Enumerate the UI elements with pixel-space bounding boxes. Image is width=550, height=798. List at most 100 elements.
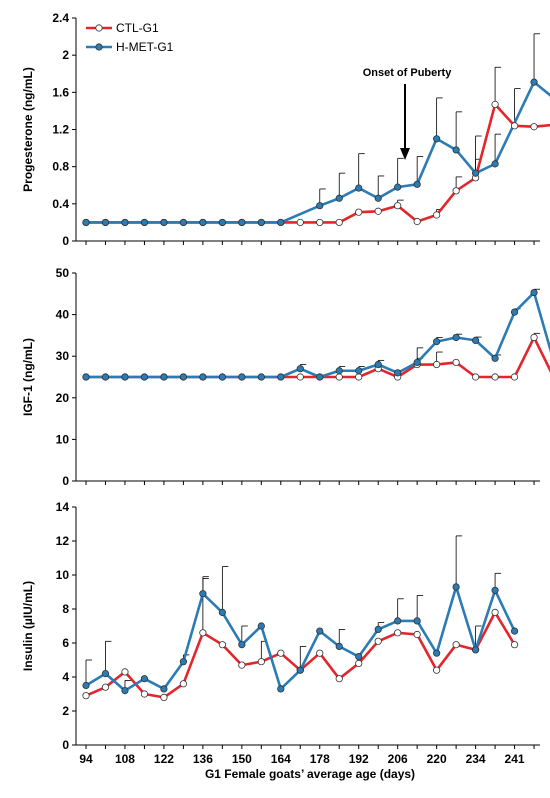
data-point-h-met-g1 xyxy=(413,180,421,188)
y-axis-label: Progesterone (ng/mL) xyxy=(21,67,35,192)
data-point-h-met-g1 xyxy=(413,617,421,625)
data-point-h-met-g1 xyxy=(140,218,149,227)
data-point-h-met-g1 xyxy=(316,202,324,210)
data-point-ctl-g1 xyxy=(335,675,343,683)
y-tick-label: 2 xyxy=(62,48,69,62)
legend-swatch-marker xyxy=(95,43,103,51)
data-point-h-met-g1 xyxy=(335,194,343,202)
data-point-ctl-g1 xyxy=(296,218,304,227)
data-point-h-met-g1 xyxy=(510,627,519,635)
data-point-ctl-g1 xyxy=(101,683,110,691)
data-point-h-met-g1 xyxy=(394,617,402,625)
data-point-h-met-g1 xyxy=(471,336,480,344)
data-point-ctl-g1 xyxy=(160,693,168,702)
data-point-ctl-g1 xyxy=(413,630,421,639)
x-tick-label: 122 xyxy=(154,752,174,766)
y-axis-label: IGF-1 (ng/mL) xyxy=(21,338,35,416)
x-tick-label: 206 xyxy=(388,752,408,766)
y-axis-label: Insulin (µIU/mL) xyxy=(21,581,35,671)
x-tick-label: 178 xyxy=(310,752,330,766)
x-tick-label: 164 xyxy=(271,752,291,766)
data-point-h-met-g1 xyxy=(218,218,226,227)
data-point-ctl-g1 xyxy=(510,122,519,130)
data-point-ctl-g1 xyxy=(199,629,207,637)
series-line-h-met-g1 xyxy=(86,291,550,379)
data-point-h-met-g1 xyxy=(510,308,519,316)
legend-entry: CTL-G1 xyxy=(116,21,159,35)
data-point-ctl-g1 xyxy=(355,208,363,216)
data-point-h-met-g1 xyxy=(140,373,149,381)
data-point-h-met-g1 xyxy=(355,652,363,661)
annotation-text: Onset of Puberty xyxy=(363,67,453,79)
data-point-h-met-g1 xyxy=(491,586,499,594)
y-tick-label: 0 xyxy=(62,234,69,248)
series-line-h-met-g1 xyxy=(86,80,550,224)
data-point-h-met-g1 xyxy=(238,373,246,381)
y-tick-label: 14 xyxy=(56,500,70,514)
data-point-h-met-g1 xyxy=(452,146,460,154)
data-point-ctl-g1 xyxy=(433,360,441,369)
data-point-ctl-g1 xyxy=(394,202,402,210)
y-tick-label: 1.6 xyxy=(52,85,69,99)
data-point-h-met-g1 xyxy=(335,367,343,375)
data-point-ctl-g1 xyxy=(510,641,519,649)
data-point-ctl-g1 xyxy=(510,373,519,381)
data-point-h-met-g1 xyxy=(82,218,90,227)
data-point-ctl-g1 xyxy=(355,659,363,668)
data-point-ctl-g1 xyxy=(491,608,499,617)
data-point-h-met-g1 xyxy=(160,218,168,227)
data-point-ctl-g1 xyxy=(335,373,343,381)
data-point-ctl-g1 xyxy=(316,649,324,657)
data-point-h-met-g1 xyxy=(355,367,363,375)
x-tick-label: 234 xyxy=(466,752,486,766)
data-point-ctl-g1 xyxy=(374,637,382,645)
data-point-h-met-g1 xyxy=(160,685,168,693)
data-point-h-met-g1 xyxy=(179,218,187,227)
data-point-h-met-g1 xyxy=(101,373,110,381)
x-axis-label: G1 Female goats’ average age (days) xyxy=(205,767,415,781)
data-point-ctl-g1 xyxy=(140,690,149,698)
data-point-h-met-g1 xyxy=(530,288,538,297)
data-point-h-met-g1 xyxy=(199,373,207,381)
x-tick-label: 94 xyxy=(79,752,93,766)
data-point-h-met-g1 xyxy=(199,218,207,227)
data-point-h-met-g1 xyxy=(101,218,110,227)
data-point-ctl-g1 xyxy=(452,187,460,195)
data-point-h-met-g1 xyxy=(471,646,480,654)
data-point-h-met-g1 xyxy=(101,669,110,678)
y-tick-label: 10 xyxy=(56,432,70,446)
data-point-h-met-g1 xyxy=(82,681,90,690)
data-point-h-met-g1 xyxy=(121,218,129,227)
x-tick-label: 192 xyxy=(349,752,369,766)
data-point-h-met-g1 xyxy=(394,369,402,377)
y-tick-label: 8 xyxy=(62,602,69,616)
data-point-h-met-g1 xyxy=(491,160,499,168)
data-point-h-met-g1 xyxy=(257,218,265,227)
data-point-ctl-g1 xyxy=(530,333,538,342)
y-tick-label: 10 xyxy=(56,568,70,582)
y-tick-label: 2.4 xyxy=(52,11,69,25)
data-point-ctl-g1 xyxy=(413,217,421,226)
data-point-h-met-g1 xyxy=(238,218,246,227)
y-tick-label: 30 xyxy=(56,349,70,363)
y-tick-label: 20 xyxy=(56,391,70,405)
legend-swatch-marker xyxy=(95,24,103,32)
data-point-h-met-g1 xyxy=(257,622,265,630)
data-point-h-met-g1 xyxy=(530,78,538,86)
data-point-h-met-g1 xyxy=(199,590,207,598)
data-point-h-met-g1 xyxy=(296,365,304,373)
data-point-ctl-g1 xyxy=(179,680,187,688)
data-point-ctl-g1 xyxy=(121,668,129,676)
data-point-ctl-g1 xyxy=(335,218,343,227)
data-point-h-met-g1 xyxy=(452,583,460,591)
y-tick-label: 50 xyxy=(56,266,70,280)
data-point-h-met-g1 xyxy=(277,373,285,381)
x-tick-label: 136 xyxy=(193,752,213,766)
data-point-ctl-g1 xyxy=(452,641,460,649)
x-tick-label: 150 xyxy=(232,752,252,766)
data-point-ctl-g1 xyxy=(218,641,226,649)
x-tick-label: 108 xyxy=(115,752,135,766)
data-point-ctl-g1 xyxy=(355,373,363,381)
data-point-h-met-g1 xyxy=(179,658,187,666)
